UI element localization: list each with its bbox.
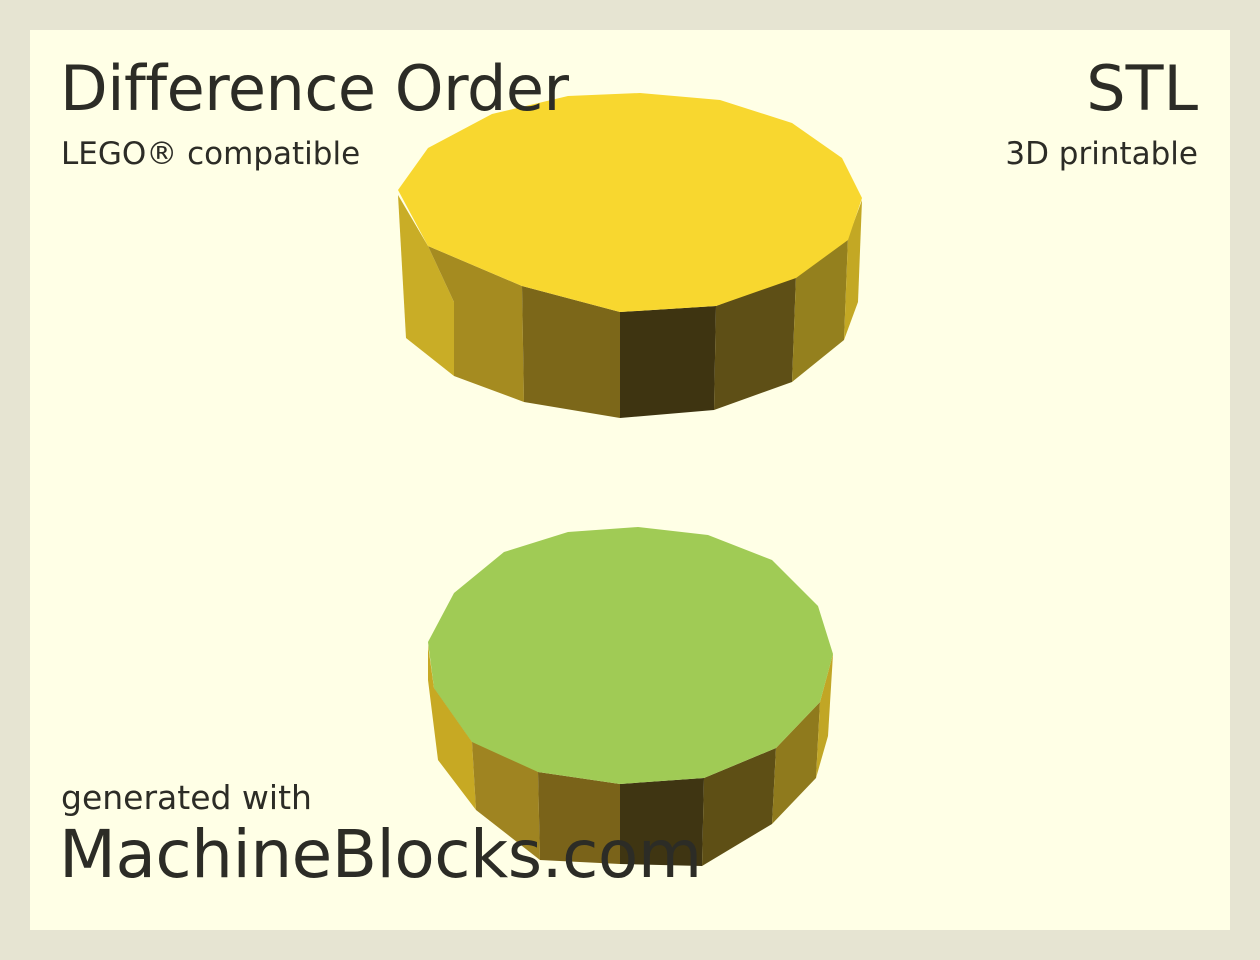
- side-facet: [522, 286, 620, 418]
- side-facet: [816, 654, 833, 778]
- side-facet: [792, 238, 848, 382]
- compatibility-label: LEGO® compatible: [61, 136, 361, 172]
- page-title: Difference Order: [60, 52, 569, 125]
- side-facet: [772, 702, 820, 824]
- printable-label: 3D printable: [1005, 136, 1198, 172]
- lower-cylinder: [428, 527, 833, 866]
- file-format-label: STL: [1086, 52, 1198, 125]
- side-facet: [620, 306, 716, 418]
- side-facet: [702, 748, 776, 866]
- cylinder-top: [428, 527, 833, 784]
- side-facet: [620, 778, 704, 866]
- side-facet: [844, 200, 862, 340]
- side-facet: [538, 772, 620, 864]
- side-facet: [428, 645, 476, 810]
- preview-card: Difference Order LEGO® compatible STL 3D…: [30, 30, 1230, 930]
- side-facet: [428, 246, 524, 402]
- side-facet: [714, 276, 796, 410]
- model-render: [398, 93, 862, 866]
- side-facet: [398, 195, 454, 376]
- upper-cylinder: [398, 93, 862, 418]
- side-facet: [434, 688, 540, 860]
- cylinder-top: [398, 93, 862, 312]
- site-name: MachineBlocks.com: [59, 816, 702, 893]
- generated-with-label: generated with: [61, 778, 312, 817]
